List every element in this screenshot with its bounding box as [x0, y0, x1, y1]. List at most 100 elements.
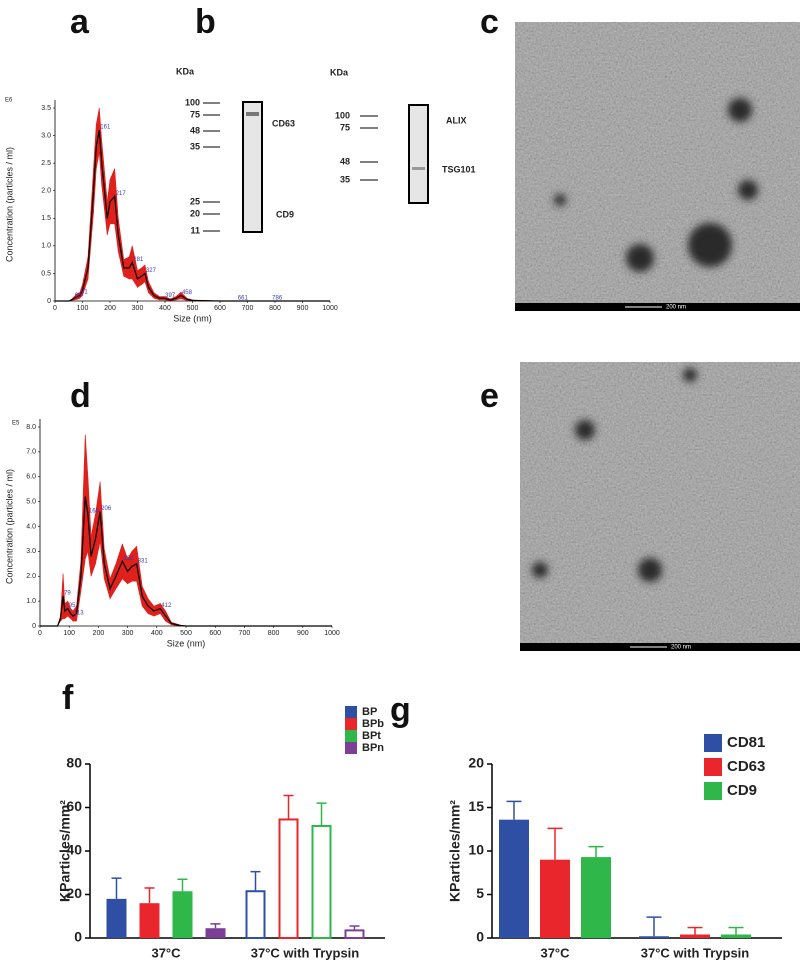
multiplier: E6	[5, 98, 13, 104]
bar	[139, 903, 160, 938]
legend-label: CD9	[727, 782, 757, 799]
y-tick-label: 3.0	[26, 548, 36, 555]
marker-label: 75	[190, 109, 200, 119]
peak-label: 327	[146, 268, 157, 274]
x-tick-label: 300	[132, 305, 144, 312]
y-tick-label: 3.5	[41, 105, 51, 112]
x-tick-label: 0	[53, 305, 57, 312]
multiplier: E5	[12, 421, 20, 427]
marker-label: 35	[190, 141, 200, 151]
peak-label: 206	[101, 506, 112, 512]
panel-letter: g	[390, 691, 411, 729]
y-tick-label: 1.0	[41, 243, 51, 250]
x-tick-label: 100	[77, 305, 89, 312]
x-tick-label: 500	[180, 630, 192, 637]
y-tick-label: 2.0	[26, 573, 36, 580]
peak-label: 331	[138, 558, 149, 564]
bar	[540, 859, 570, 938]
marker-label: 48	[340, 156, 350, 166]
x-tick-label: 700	[242, 305, 254, 312]
x-tick-label: 37°C	[540, 945, 570, 960]
x-tick-label: 200	[104, 305, 116, 312]
bar	[680, 934, 710, 938]
band-label: CD9	[276, 209, 294, 219]
y-tick-label: 4.0	[26, 523, 36, 530]
y-tick-label: 60	[66, 798, 82, 814]
bar	[721, 934, 751, 938]
y-tick-label: 0	[47, 298, 51, 305]
error-band	[148, 281, 155, 299]
y-tick-label: 0	[476, 929, 484, 945]
marker-label: 11	[190, 225, 200, 235]
x-tick-label: 100	[63, 630, 75, 637]
legend-swatch	[345, 730, 357, 742]
y-tick-label: 5	[476, 885, 484, 901]
y-tick-label: 0	[32, 623, 36, 630]
marker-label: 35	[340, 174, 350, 184]
peak-label: 164	[89, 509, 100, 515]
x-tick-label: 37°C with Trypsin	[641, 945, 750, 960]
panel-letter: e	[480, 377, 499, 415]
legend-label: BP	[362, 706, 377, 718]
peak-label: 68	[75, 293, 82, 299]
x-axis-label: Size (nm)	[167, 638, 206, 648]
peak-label: 161	[100, 125, 111, 131]
band-label: CD63	[272, 118, 295, 128]
blot	[242, 101, 263, 233]
bar	[499, 819, 529, 938]
marker-label: 100	[185, 97, 200, 107]
legend-label: CD63	[727, 758, 765, 775]
blot	[408, 104, 429, 204]
peak-label: 661	[238, 296, 249, 302]
x-tick-label: 400	[151, 630, 163, 637]
legend-label: CD81	[727, 734, 765, 751]
peak-label: 95	[69, 603, 76, 609]
y-axis-label: Concentration (particles / ml)	[4, 469, 14, 584]
x-tick-label: 37°C with Trypsin	[251, 945, 360, 960]
y-tick-label: 1.0	[26, 598, 36, 605]
peak-label: 786	[272, 296, 283, 302]
error-band	[136, 546, 143, 607]
bar	[106, 898, 127, 938]
peak-label: 282	[123, 556, 134, 562]
marker-label: 25	[190, 196, 200, 206]
bar	[172, 891, 193, 938]
x-tick-label: 700	[239, 630, 251, 637]
peak-label: 281	[133, 257, 144, 263]
bar	[311, 824, 332, 939]
y-axis-label: Concentration (particles / ml)	[4, 147, 14, 262]
x-axis-label: Size (nm)	[173, 313, 212, 323]
scale-label: 200 nm	[671, 645, 691, 651]
marker-label: 20	[190, 208, 200, 218]
peak-label: 458	[182, 290, 193, 296]
x-tick-label: 900	[297, 305, 309, 312]
x-tick-label: 37°C	[151, 945, 181, 960]
y-tick-label: 5.0	[26, 498, 36, 505]
y-tick-label: 0.5	[41, 270, 51, 277]
bar	[639, 936, 669, 938]
bar	[581, 857, 611, 938]
y-tick-label: 3.0	[41, 132, 51, 139]
y-axis-label: KParticles/mm²	[57, 800, 73, 902]
x-tick-label: 400	[159, 305, 171, 312]
scale-label: 200 nm	[666, 305, 686, 311]
x-tick-label: 900	[297, 630, 309, 637]
marker-label: 48	[190, 125, 200, 135]
peak-label: 91	[81, 290, 88, 296]
y-tick-label: 2.0	[41, 188, 51, 195]
x-tick-label: 600	[209, 630, 221, 637]
y-axis-label: KParticles/mm²	[447, 800, 463, 902]
x-tick-label: 600	[214, 305, 226, 312]
y-tick-label: 6.0	[26, 474, 36, 481]
legend-swatch	[345, 706, 357, 718]
mean-line	[55, 129, 330, 302]
x-tick-label: 300	[122, 630, 134, 637]
panel-letter: c	[480, 3, 499, 41]
micrograph: 200 nm	[515, 22, 800, 311]
panel-letter: d	[70, 377, 91, 415]
x-tick-label: 800	[269, 305, 281, 312]
y-tick-label: 0	[74, 929, 82, 945]
legend-swatch	[704, 782, 722, 800]
y-tick-label: 20	[66, 885, 82, 901]
